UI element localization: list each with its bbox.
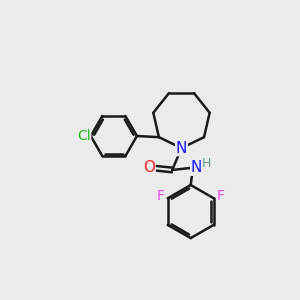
Text: H: H	[202, 157, 211, 170]
Text: F: F	[156, 189, 164, 203]
Text: Cl: Cl	[77, 129, 91, 143]
Text: F: F	[217, 189, 225, 203]
Text: N: N	[176, 140, 187, 155]
Text: O: O	[143, 160, 155, 175]
Text: N: N	[191, 160, 202, 175]
